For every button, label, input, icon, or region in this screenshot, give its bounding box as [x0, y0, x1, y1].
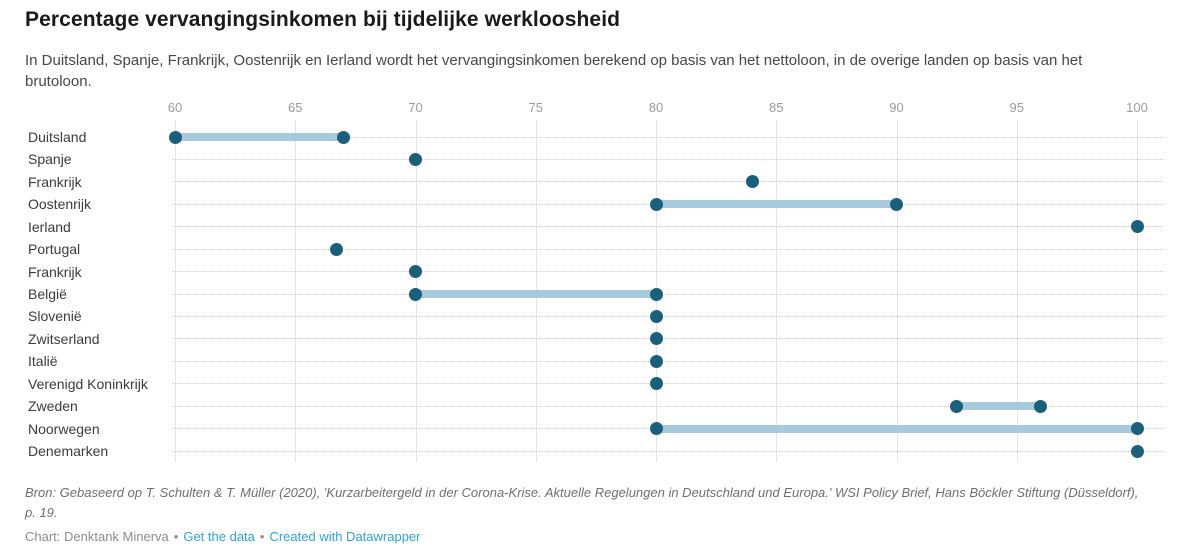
byline-separator: •	[259, 529, 265, 544]
range-bar	[956, 402, 1041, 411]
x-tick-label: 65	[288, 100, 303, 115]
x-gridline	[776, 120, 778, 462]
row-guide-line	[172, 405, 1163, 407]
x-gridline	[295, 120, 297, 462]
row-label: Portugal	[28, 241, 81, 258]
byline-prefix: Chart: Denktank Minerva	[25, 529, 169, 544]
data-dot	[168, 130, 182, 144]
row-label: Ierland	[28, 218, 71, 235]
data-dot	[336, 130, 350, 144]
range-bar	[175, 133, 344, 141]
data-dot	[649, 332, 663, 346]
row-label: Duitsland	[28, 129, 87, 145]
row-label: Noorwegen	[28, 420, 100, 437]
row-guide-line	[172, 226, 1163, 228]
row-label: Slovenië	[28, 308, 82, 325]
byline-separator: •	[173, 529, 179, 544]
data-dot	[649, 197, 663, 211]
range-bar	[656, 424, 1137, 433]
row-guide-line	[172, 338, 1163, 340]
x-tick-label: 75	[528, 100, 543, 115]
row-guide-line	[172, 136, 1163, 138]
row-label: Zweden	[28, 398, 78, 415]
byline: Chart: Denktank Minerva • Get the data • Cre…	[25, 529, 421, 544]
row-label: Verenigd Koninkrijk	[28, 375, 148, 392]
data-dot	[1130, 220, 1144, 234]
data-dot	[649, 377, 663, 391]
data-dot	[329, 242, 343, 256]
data-dot	[409, 265, 422, 279]
x-tick-label: 90	[889, 100, 904, 115]
x-tick-label: 80	[648, 100, 664, 115]
x-gridline	[175, 120, 176, 462]
row-label: Frankrijk	[28, 263, 82, 280]
range-bar	[415, 290, 656, 298]
source-note: Bron: Gebaseerd op T. Schulten & T. Müll…	[25, 485, 1139, 520]
row-guide-line	[172, 293, 1163, 295]
row-guide-line	[172, 383, 1163, 385]
row-label: Spanje	[28, 151, 72, 168]
data-dot	[649, 354, 663, 368]
row-label: België	[28, 286, 67, 302]
row-guide-line	[172, 450, 1163, 452]
chart-subtitle: In Duitsland, Spanje, Frankrijk, Oostenr…	[25, 52, 1083, 90]
row-guide-line	[172, 271, 1163, 273]
data-dot	[649, 309, 663, 323]
row-guide-line	[172, 315, 1163, 317]
x-tick-label: 100	[1126, 100, 1148, 115]
created-with-datawrapper-link[interactable]: Created with Datawrapper	[269, 529, 421, 544]
data-dot	[409, 287, 422, 301]
row-guide-line	[172, 248, 1163, 250]
data-dot	[745, 175, 759, 189]
x-gridline	[1016, 120, 1018, 462]
get-the-data-link[interactable]: Get the data	[183, 529, 255, 544]
data-dot	[1130, 422, 1144, 436]
row-label: Italië	[28, 353, 58, 370]
data-dot	[409, 152, 422, 166]
row-label: Frankrijk	[28, 173, 82, 190]
data-dot	[1034, 399, 1048, 413]
chart-title: Percentage vervangingsinkomen bij tijdel…	[25, 8, 621, 31]
data-dot	[950, 399, 964, 413]
row-guide-line	[172, 360, 1163, 362]
data-dot	[649, 422, 663, 436]
data-dot	[649, 287, 663, 301]
x-gridline	[896, 120, 898, 462]
x-gridline	[1137, 120, 1138, 462]
x-tick-label: 85	[769, 100, 784, 115]
x-tick-label: 60	[167, 100, 183, 115]
row-guide-line	[172, 181, 1163, 183]
row-label: Oostenrijk	[28, 196, 92, 213]
x-tick-label: 95	[1009, 100, 1024, 115]
data-dot	[1130, 444, 1144, 458]
row-label: Zwitserland	[28, 330, 100, 347]
x-tick-label: 70	[408, 100, 423, 115]
row-label: Denemarken	[28, 443, 109, 460]
row-guide-line	[172, 158, 1163, 160]
data-dot	[890, 197, 903, 211]
range-bar	[656, 200, 897, 209]
